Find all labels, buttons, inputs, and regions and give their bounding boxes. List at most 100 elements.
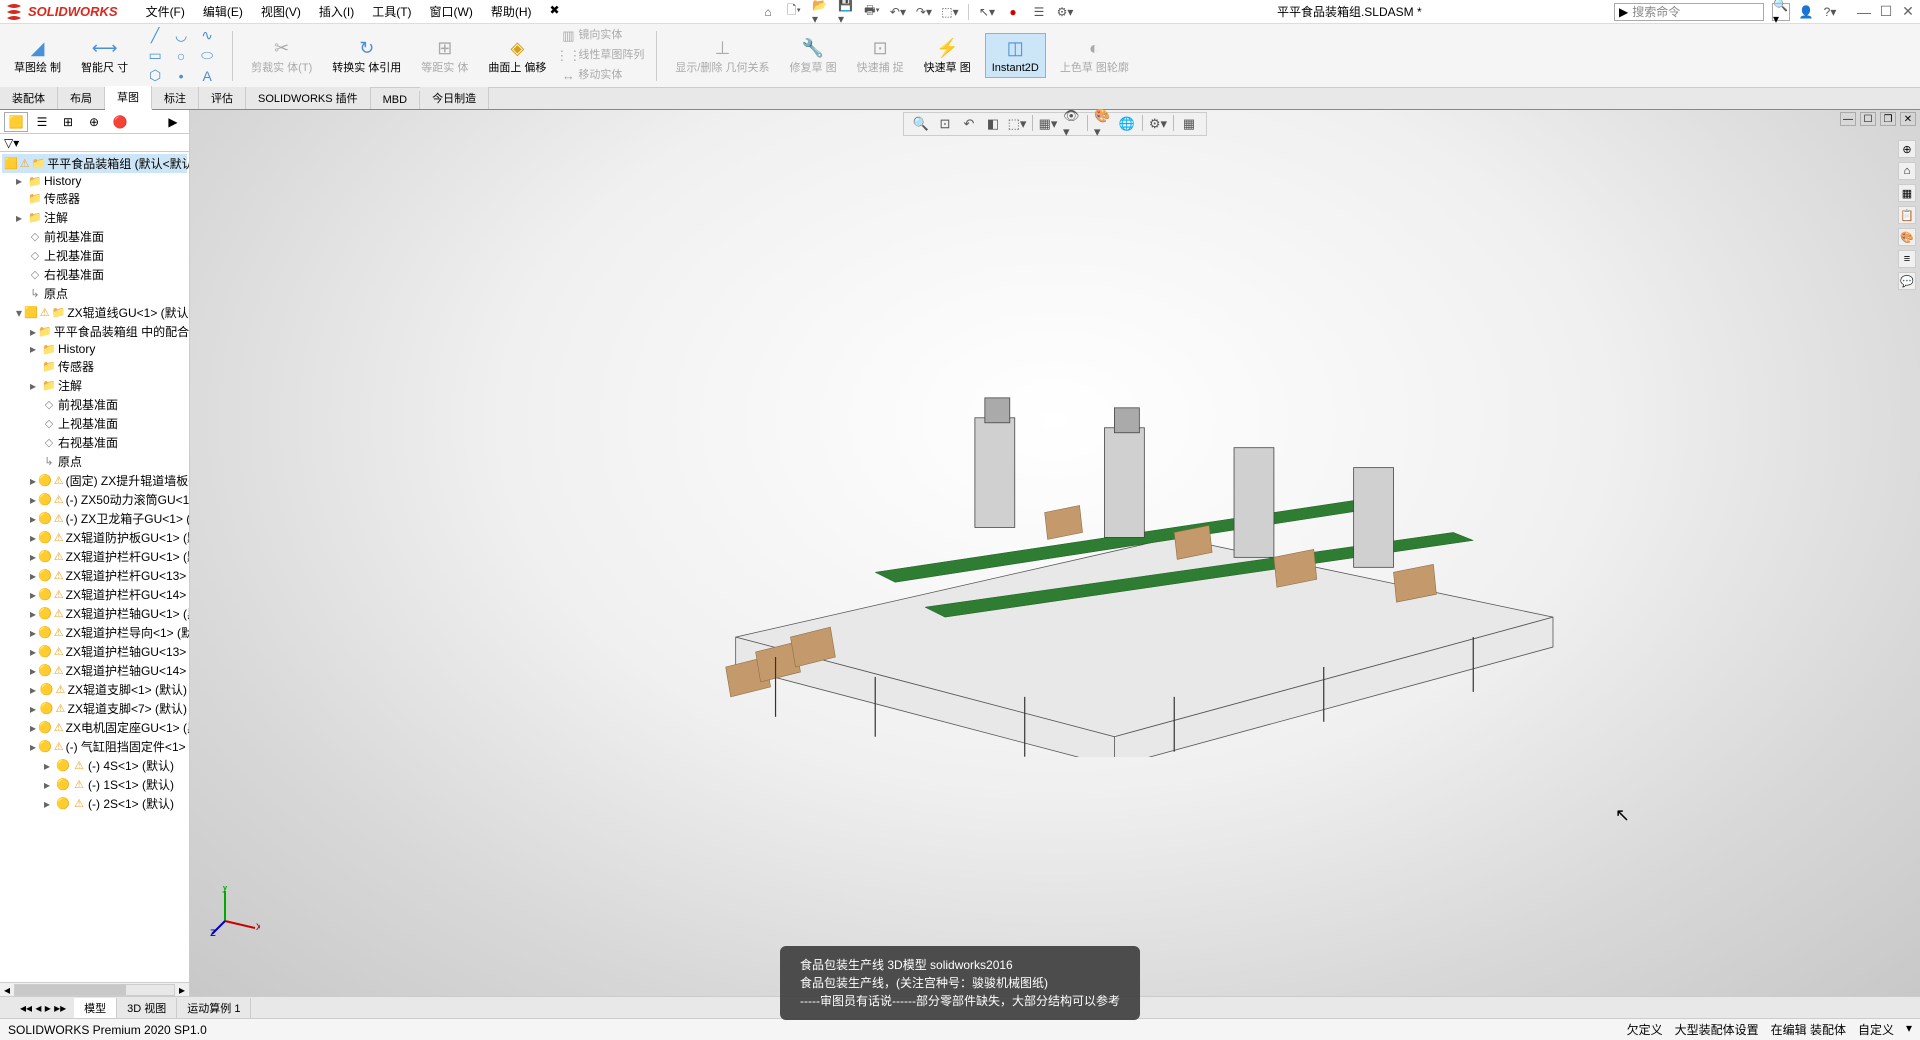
tree-node[interactable]: ▸🟡⚠ZX辊道护栏导向<1> (默 bbox=[2, 623, 187, 642]
open-icon[interactable]: 📂▾ bbox=[812, 4, 828, 20]
trim-button[interactable]: ✂ 剪裁实 体(T) bbox=[245, 34, 318, 76]
tree-node[interactable]: ▸🟡⚠ZX辊道护栏轴GU<13> (黑 bbox=[2, 642, 187, 661]
tree-hscroll[interactable]: ◂ ▸ bbox=[0, 982, 189, 996]
new-icon[interactable]: 🗋▾ bbox=[786, 4, 802, 20]
config-tab[interactable]: ⊞ bbox=[56, 112, 80, 132]
menu-item[interactable]: 编辑(E) bbox=[195, 1, 251, 22]
user-icon[interactable]: 👤 bbox=[1798, 4, 1814, 20]
menu-item[interactable]: 工具(T) bbox=[364, 1, 419, 22]
save-icon[interactable]: 💾▾ bbox=[838, 4, 854, 20]
tree-node[interactable]: ▸🟡⚠(固定) ZX提升辊道墙板GU< bbox=[2, 471, 187, 490]
tree-node[interactable]: ▸🟡⚠ZX辊道护栏杆GU<1> (默认 bbox=[2, 547, 187, 566]
tree-node[interactable]: ▸📁注解 bbox=[2, 376, 187, 395]
tree-node[interactable]: ▸🟡⚠ZX辊道护栏杆GU<13> (默 bbox=[2, 566, 187, 585]
orientation-triad[interactable]: y x z bbox=[210, 886, 260, 936]
polygon-tool[interactable]: ⬡ bbox=[144, 67, 166, 85]
command-tab[interactable]: 装配体 bbox=[0, 87, 58, 109]
tree-node[interactable]: ▸🟡⚠ZX辊道护栏轴GU<1> (黑 bbox=[2, 604, 187, 623]
close-button[interactable]: ✕ bbox=[1900, 4, 1916, 20]
tree-node[interactable]: ◇右视基准面 bbox=[2, 433, 187, 452]
tree-node[interactable]: 🟨⚠📁平平食品装箱组 (默认<默认 bbox=[2, 154, 187, 173]
tree-node[interactable]: ▸📁注解 bbox=[2, 208, 187, 227]
mdi-restore[interactable]: ❐ bbox=[1880, 112, 1896, 126]
appearances-icon[interactable]: 🎨 bbox=[1898, 228, 1916, 246]
model-tab[interactable]: 运动算例 1 bbox=[177, 998, 251, 1018]
edit-appearance-icon[interactable]: 🎨▾ bbox=[1094, 115, 1112, 133]
circle-tool[interactable]: ○ bbox=[170, 47, 192, 65]
tree-node[interactable]: ▾🟨⚠📁ZX辊道线GU<1> (默认< bbox=[2, 303, 187, 322]
command-tab[interactable]: SOLIDWORKS 插件 bbox=[246, 87, 371, 109]
tree-node[interactable]: ▸🟡⚠(-) ZX50动力滚筒GU<1> (黑 bbox=[2, 490, 187, 509]
command-tab[interactable]: 评估 bbox=[199, 87, 246, 109]
tree-node[interactable]: ▸🟡⚠ZX辊道防护板GU<1> (默认 bbox=[2, 528, 187, 547]
resources-icon[interactable]: ⊕ bbox=[1898, 140, 1916, 158]
apply-scene-icon[interactable]: 🌐 bbox=[1118, 115, 1136, 133]
tree-node[interactable]: 📁传感器 bbox=[2, 357, 187, 376]
tree-node[interactable]: ▸🟡⚠ZX辊道支脚<1> (默认) bbox=[2, 680, 187, 699]
rapid-sketch-button[interactable]: ⚡ 快速草 图 bbox=[918, 34, 977, 76]
rect-tool[interactable]: ▭ bbox=[144, 47, 166, 65]
tree-node[interactable]: ◇上视基准面 bbox=[2, 246, 187, 265]
smart-dimension-button[interactable]: ⟷ 智能尺 寸 bbox=[75, 34, 134, 76]
file-explorer-icon[interactable]: ▦ bbox=[1898, 184, 1916, 202]
tree-node[interactable]: ▸🟡⚠ZX辊道支脚<7> (默认) bbox=[2, 699, 187, 718]
menu-item[interactable]: 视图(V) bbox=[253, 1, 309, 22]
tree-node[interactable]: ▸📁平平食品装箱组 中的配合 bbox=[2, 322, 187, 341]
tree-node[interactable]: 📁传感器 bbox=[2, 189, 187, 208]
instant2d-button[interactable]: ◫ Instant2D bbox=[985, 33, 1046, 77]
hide-show-icon[interactable]: 👁▾ bbox=[1063, 115, 1081, 133]
mdi-close[interactable]: ✕ bbox=[1900, 112, 1916, 126]
view-palette-icon[interactable]: 📋 bbox=[1898, 206, 1916, 224]
tree-node[interactable]: ▸📁History bbox=[2, 173, 187, 189]
tree-node[interactable]: ▸🟡⚠ZX电机固定座GU<1> (黑 bbox=[2, 718, 187, 737]
cursor-icon[interactable]: ↖▾ bbox=[979, 4, 995, 20]
slot-tool[interactable]: ⬭ bbox=[196, 47, 218, 65]
settings-icon[interactable]: ⚙▾ bbox=[1057, 4, 1073, 20]
tree-node[interactable]: ▸🟡⚠ZX辊道护栏杆GU<14> (默 bbox=[2, 585, 187, 604]
design-lib-icon[interactable]: ⌂ bbox=[1898, 162, 1916, 180]
shade-button[interactable]: ◐ 上色草 图轮廓 bbox=[1054, 34, 1135, 76]
command-search[interactable]: ▶ 搜索命令 bbox=[1614, 3, 1764, 21]
custom-props-icon[interactable]: ≡ bbox=[1898, 250, 1916, 268]
command-tab[interactable]: 今日制造 bbox=[420, 87, 489, 109]
menu-item[interactable]: 窗口(W) bbox=[422, 1, 481, 22]
command-tab[interactable]: 布局 bbox=[58, 87, 105, 109]
menu-item[interactable]: 插入(I) bbox=[311, 1, 362, 22]
point-tool[interactable]: • bbox=[170, 67, 192, 85]
surface-offset-button[interactable]: ◈ 曲面上 偏移 bbox=[482, 34, 552, 76]
rebuild-icon[interactable]: ● bbox=[1005, 4, 1021, 20]
relations-button[interactable]: ⊥ 显示/删除 几何关系 bbox=[669, 34, 775, 76]
select-icon[interactable]: ⬚▾ bbox=[942, 4, 958, 20]
print-icon[interactable]: 🖶▾ bbox=[864, 4, 880, 20]
prev-view-icon[interactable]: ↶ bbox=[960, 115, 978, 133]
feature-tree-tab[interactable]: 🟨 bbox=[4, 112, 28, 132]
pattern-button[interactable]: ⋮⋮ 线性草图阵列 bbox=[560, 48, 644, 64]
maximize-button[interactable]: ☐ bbox=[1878, 4, 1894, 20]
tree-node[interactable]: ↳原点 bbox=[2, 452, 187, 471]
snap-button[interactable]: ⊡ 快速捕 捉 bbox=[851, 34, 910, 76]
tree-node[interactable]: ▸🟡⚠(-) ZX卫龙箱子GU<1> (默认 bbox=[2, 509, 187, 528]
minimize-button[interactable]: — bbox=[1856, 4, 1872, 20]
mdi-max[interactable]: ☐ bbox=[1860, 112, 1876, 126]
forum-icon[interactable]: 💬 bbox=[1898, 272, 1916, 290]
expand-tab[interactable]: ▶ bbox=[161, 112, 185, 132]
search-button[interactable]: 🔍▾ bbox=[1772, 3, 1790, 21]
dimxpert-tab[interactable]: ⊕ bbox=[82, 112, 106, 132]
line-tool[interactable]: ╱ bbox=[144, 27, 166, 45]
model-tab[interactable]: 3D 视图 bbox=[117, 998, 177, 1018]
zoom-area-icon[interactable]: ⊡ bbox=[936, 115, 954, 133]
tree-node[interactable]: ◇前视基准面 bbox=[2, 395, 187, 414]
zoom-fit-icon[interactable]: 🔍 bbox=[912, 115, 930, 133]
mirror-button[interactable]: ▥ 镜向实体 bbox=[560, 28, 644, 44]
arc-tool[interactable]: ◡ bbox=[170, 27, 192, 45]
spline-tool[interactable]: ∿ bbox=[196, 27, 218, 45]
tree-node[interactable]: ▸🟡⚠(-) 气缸阻挡固定件<1> (默 bbox=[2, 737, 187, 756]
sketch-button[interactable]: ◢ 草图绘 制 bbox=[8, 34, 67, 76]
property-tab[interactable]: ☰ bbox=[30, 112, 54, 132]
tree-node[interactable]: ◇上视基准面 bbox=[2, 414, 187, 433]
tree-node[interactable]: ▸📁History bbox=[2, 341, 187, 357]
tree-node[interactable]: ◇前视基准面 bbox=[2, 227, 187, 246]
command-tab[interactable]: MBD bbox=[371, 91, 420, 109]
tree-filter[interactable]: ▽▾ bbox=[0, 134, 189, 152]
text-tool[interactable]: A bbox=[196, 67, 218, 85]
